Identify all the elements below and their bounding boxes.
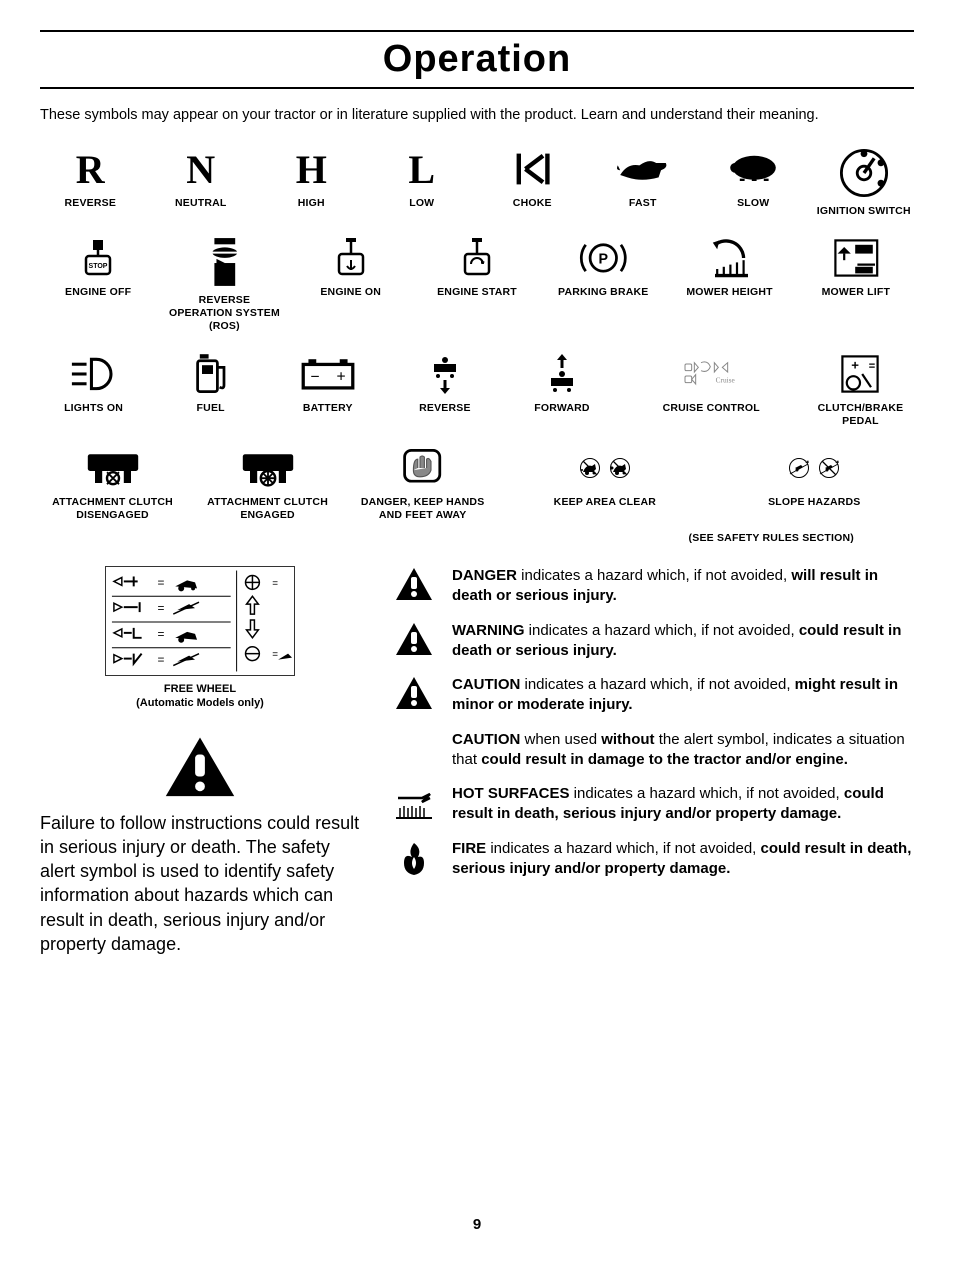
label-ros: REVERSE OPERATION SYSTEM (ROS) [166,294,282,333]
mower-lift-icon [826,236,886,280]
label-clutch-engaged: ATTACHMENT CLUTCH ENGAGED [195,496,340,522]
battery-icon: −+ [298,352,358,396]
label-mower-lift: MOWER LIFT [822,286,891,299]
row4-footer: (SEE SAFETY RULES SECTION) [689,532,854,544]
label-engine-start: ENGINE START [437,286,517,299]
svg-text:=: = [157,601,164,615]
danger-hands-icon [393,446,453,490]
engine-start-icon [447,236,507,280]
label-ignition: IGNITION SWITCH [817,205,911,218]
label-reverse-arrow: REVERSE [419,402,471,415]
engine-off-icon: STOP [68,236,128,280]
mower-height-icon [700,236,760,280]
label-low: LOW [409,197,434,210]
hazard-danger: DANGER indicates a hazard which, if not … [390,566,914,607]
bottom-area: = = = = = = FREE WHEEL(Automatic Models … [40,566,914,956]
label-neutral: NEUTRAL [175,197,227,210]
row-4: ATTACHMENT CLUTCH DISENGAGED ATTACHMENT … [40,446,914,522]
letter-h: H [296,146,327,193]
alert-triangle-icon [163,735,237,801]
label-slow: SLOW [737,197,769,210]
svg-text:Cruise: Cruise [716,376,735,385]
label-lights-on: LIGHTS ON [64,402,123,415]
clutch-brake-icon: += [830,352,890,396]
lights-on-icon [64,352,124,396]
ignition-icon [834,147,894,199]
freewheel-icon: = = = = = = [105,566,295,676]
clutch-disengaged-icon [83,446,143,490]
page-number: 9 [40,1216,914,1233]
hazard-fire: FIRE indicates a hazard which, if not av… [390,839,914,880]
svg-text:=: = [157,627,164,641]
failure-text: Failure to follow instructions could res… [40,811,360,957]
label-danger-hands: DANGER, KEEP HANDS AND FEET AWAY [350,496,495,522]
rule-top [40,30,914,32]
row-2: STOP ENGINE OFF REVERSE OPERATION SYSTEM … [40,236,914,333]
svg-text:=: = [157,653,164,667]
svg-text:=: = [272,578,278,589]
label-clutch-disengaged: ATTACHMENT CLUTCH DISENGAGED [40,496,185,522]
cruise-icon: Cruise [681,352,741,396]
clutch-engaged-icon [238,446,298,490]
letter-r: R [76,146,105,193]
label-mower-height: MOWER HEIGHT [686,286,772,299]
hazard-hot: HOT SURFACES indicates a hazard which, i… [390,784,914,825]
svg-text:=: = [272,650,278,661]
page-title: Operation [40,38,914,81]
symbol-grid: RREVERSE NNEUTRAL HHIGH LLOW CHOKE FAST … [40,147,914,546]
reverse-arrow-icon [415,352,475,396]
svg-text:=: = [869,360,875,372]
svg-text:P: P [599,252,609,268]
hot-surface-icon [390,784,438,824]
rule-bottom [40,87,914,89]
hazard-caution-no-symbol: CAUTION when used without the alert symb… [390,730,914,771]
label-high: HIGH [298,197,325,210]
slow-icon [723,147,783,191]
svg-text:−: − [310,368,319,385]
label-clutch-brake: CLUTCH/BRAKE PEDAL [807,402,914,428]
keep-clear-icon [575,446,635,490]
forward-arrow-icon [532,352,592,396]
letter-n: N [186,146,215,193]
label-choke: CHOKE [513,197,552,210]
alert-icon [390,566,438,602]
label-freewheel: FREE WHEEL(Automatic Models only) [136,682,264,711]
svg-text:+: + [336,368,345,385]
hazard-list: DANGER indicates a hazard which, if not … [390,566,914,879]
label-forward-arrow: FORWARD [534,402,589,415]
alert-icon [390,675,438,711]
freewheel-box: = = = = = = FREE WHEEL(Automatic Models … [40,566,360,711]
label-reverse-letter: REVERSE [64,197,116,210]
parking-brake-icon: P [573,236,633,280]
label-keep-clear: KEEP AREA CLEAR [554,496,656,509]
engine-on-icon [321,236,381,280]
intro-text: These symbols may appear on your tractor… [40,107,914,123]
letter-l: L [408,146,435,193]
label-fuel: FUEL [197,402,225,415]
label-engine-off: ENGINE OFF [65,286,131,299]
hazard-caution: CAUTION indicates a hazard which, if not… [390,675,914,716]
slope-icon: 1515 [784,446,844,490]
svg-text:=: = [157,575,164,589]
alert-icon [390,621,438,657]
fuel-icon [181,352,241,396]
label-fast: FAST [629,197,657,210]
fire-icon [390,839,438,879]
label-cruise: CRUISE CONTROL [663,402,760,415]
row-1: RREVERSE NNEUTRAL HHIGH LLOW CHOKE FAST … [40,147,914,218]
label-slope: SLOPE HAZARDS [768,496,860,509]
row-3: LIGHTS ON FUEL −+BATTERY REVERSE FORWARD… [40,352,914,428]
choke-icon [502,147,562,191]
svg-text:STOP: STOP [89,263,108,270]
hazard-warning: WARNING indicates a hazard which, if not… [390,621,914,662]
label-battery: BATTERY [303,402,353,415]
label-parking-brake: PARKING BRAKE [558,286,649,299]
label-engine-on: ENGINE ON [320,286,381,299]
ros-icon [194,236,254,288]
alert-big [40,735,360,801]
fast-icon [613,147,673,191]
svg-text:+: + [852,357,860,372]
